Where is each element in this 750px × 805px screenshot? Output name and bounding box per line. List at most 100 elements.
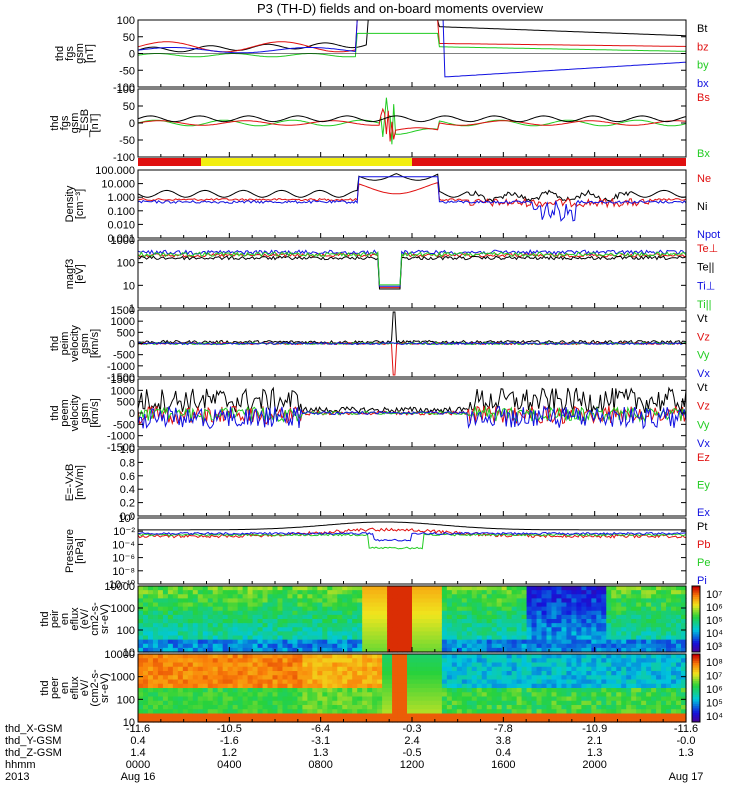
heatmap-cell [646, 594, 652, 599]
heatmap-cell [571, 647, 577, 653]
heatmap-cell [382, 586, 388, 591]
heatmap-cell [367, 627, 373, 632]
heatmap-cell [392, 619, 398, 624]
heatmap-cell [641, 654, 647, 659]
heatmap-cell [506, 635, 513, 641]
heatmap-cell [466, 610, 473, 616]
heatmap-cell [397, 590, 403, 595]
heatmap-cell [212, 713, 219, 719]
heatmap-cell [302, 614, 308, 620]
heatmap-cell [641, 717, 647, 723]
heatmap-cell [207, 671, 214, 676]
heatmap-cell [416, 675, 423, 681]
heatmap-cell [267, 606, 274, 612]
heatmap-cell [242, 606, 249, 612]
heatmap-cell [501, 666, 508, 672]
heatmap-cell [516, 709, 523, 715]
heatmap-cell [157, 610, 164, 616]
heatmap-cell [596, 619, 602, 624]
heatmap-cell [506, 643, 513, 649]
heatmap-cell [621, 692, 627, 698]
heatmap-cell [676, 586, 682, 591]
heatmap-cell [621, 623, 627, 628]
heatmap-cell [536, 654, 543, 659]
heatmap-cell [516, 671, 523, 676]
heatmap-cell [676, 688, 682, 693]
heatmap-cell [312, 606, 318, 612]
heatmap-cell [601, 662, 607, 668]
heatmap-cell [412, 602, 418, 608]
heatmap-cell [327, 683, 333, 689]
heatmap-cell [531, 639, 538, 645]
heatmap-cell [456, 606, 463, 612]
heatmap-cell [212, 679, 219, 685]
heatmap-cell [292, 700, 299, 706]
heatmap-cell [681, 586, 687, 591]
heatmap-cell [197, 671, 204, 676]
heatmap-cell [277, 696, 284, 702]
heatmap-cell [496, 610, 503, 616]
heatmap-cell [217, 639, 224, 645]
heatmap-cell [651, 679, 657, 685]
heatmap-cell [392, 671, 398, 676]
heatmap-cell [621, 705, 627, 710]
heatmap-cell [377, 590, 383, 595]
heatmap-cell [611, 647, 617, 653]
heatmap-cell [372, 692, 378, 698]
heatmap-cell [197, 619, 204, 624]
heatmap-cell [581, 679, 587, 685]
legend-6-2: Vy [697, 419, 710, 431]
heatmap-cell [596, 692, 602, 698]
heatmap-cell [646, 688, 652, 693]
heatmap-cell [202, 709, 209, 715]
heatmap-cell [297, 606, 303, 612]
heatmap-cell [621, 713, 627, 719]
heatmap-cell [307, 662, 313, 668]
heatmap-cell [446, 598, 453, 604]
heatmap-cell [342, 619, 348, 624]
heatmap-cell [421, 631, 428, 637]
heatmap-cell [521, 598, 528, 604]
heatmap-cell [476, 627, 483, 632]
heatmap-cell [217, 623, 224, 628]
heatmap-cell [202, 688, 209, 693]
heatmap-cell [287, 639, 294, 645]
heatmap-cell [536, 683, 543, 689]
heatmap-cell [317, 700, 323, 706]
heatmap-cell [138, 692, 144, 698]
heatmap-cell [152, 639, 159, 645]
heatmap-cell [252, 619, 259, 624]
heatmap-cell [307, 675, 313, 681]
heatmap-cell [471, 696, 478, 702]
heatmap-cell [486, 700, 493, 706]
heatmap-cell [446, 654, 453, 659]
heatmap-cell [307, 683, 313, 689]
heatmap-cell [636, 700, 642, 706]
heatmap-cell [252, 598, 259, 604]
heatmap-cell [237, 594, 244, 599]
heatmap-cell [481, 662, 488, 668]
ytick-label-1-0: 100 [117, 84, 135, 96]
heatmap-cell [138, 671, 144, 676]
heatmap-cell [277, 598, 284, 604]
heatmap-cell [546, 606, 553, 612]
heatmap-cell [646, 586, 652, 591]
heatmap-cell [387, 692, 393, 698]
heatmap-cell [352, 643, 358, 649]
heatmap-cell [531, 586, 538, 591]
heatmap-cell [242, 643, 249, 649]
heatmap-cell [362, 683, 368, 689]
heatmap-cell [387, 658, 393, 664]
heatmap-cell [377, 614, 383, 620]
heatmap-cell [461, 662, 468, 668]
heatmap-cell [327, 610, 333, 616]
heatmap-cell [382, 688, 388, 693]
heatmap-cell [182, 709, 189, 715]
heatmap-cell [661, 696, 667, 702]
heatmap-cell [661, 602, 667, 608]
heatmap-cell [277, 647, 284, 653]
heatmap-cell [506, 666, 513, 672]
ylabel-6-2: velocity [69, 394, 81, 431]
heatmap-cell [681, 700, 687, 706]
heatmap-cell [506, 709, 513, 715]
